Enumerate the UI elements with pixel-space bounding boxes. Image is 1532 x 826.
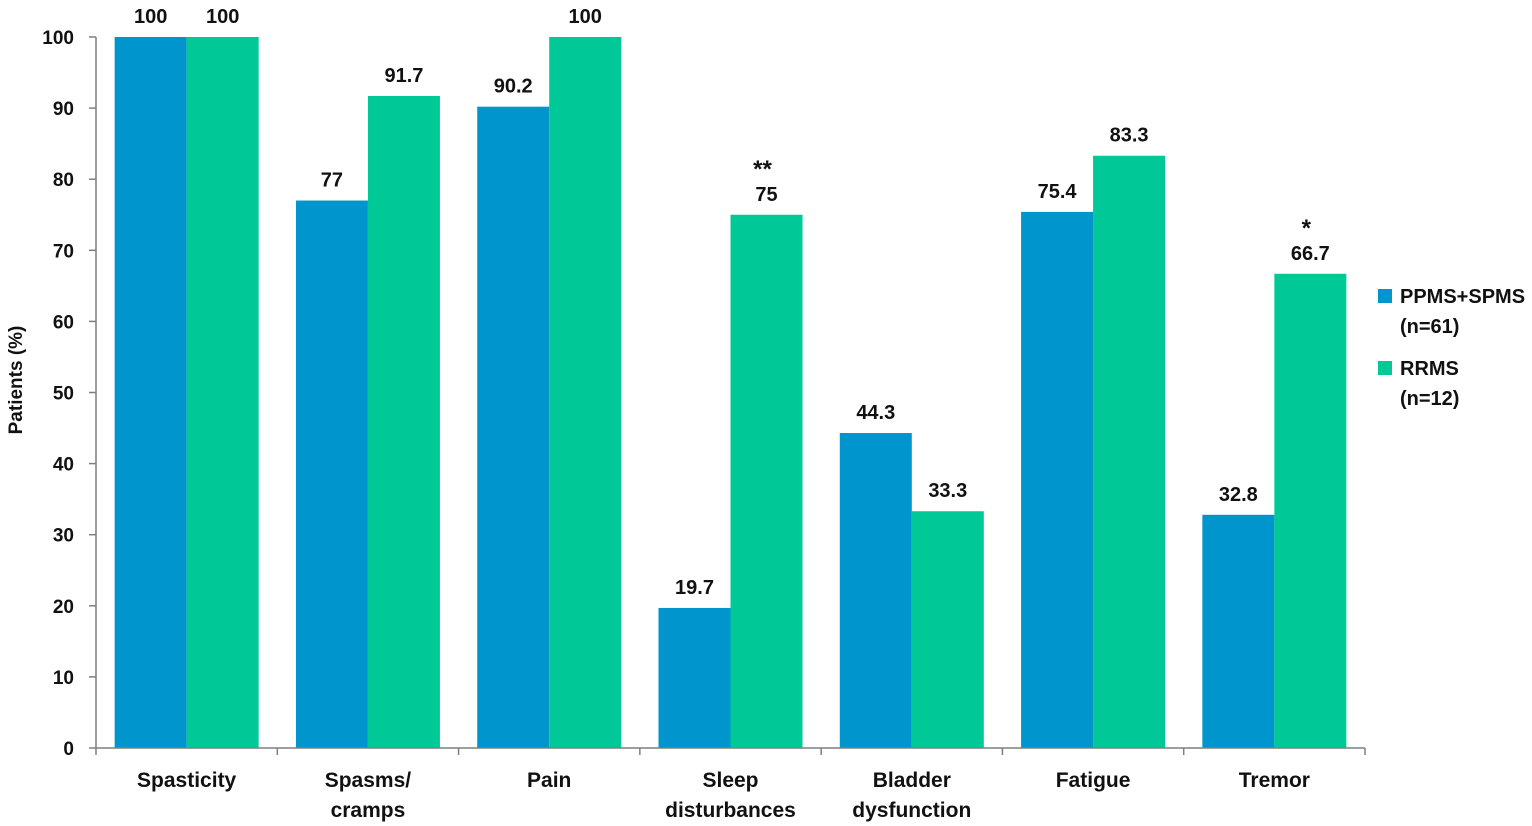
x-tick-label-line: Pain [527,769,571,792]
x-tick-label-line: disturbances [665,799,796,822]
data-label: 66.7 [1291,243,1330,265]
bar-series-0-6 [1202,514,1275,748]
bar-series-1-4 [911,511,984,748]
legend-entry-line: PPMS+SPMS [1400,286,1525,308]
bar-series-0-4 [839,433,912,748]
data-label: 91.7 [384,65,423,87]
data-label: 32.8 [1219,484,1258,506]
x-tick-label: Spasticity [137,769,237,792]
x-tick-label: Tremor [1239,769,1310,792]
x-tick-label-line: Sleep [702,769,758,792]
y-tick-label: 90 [53,99,74,120]
x-tick-label: Spasms/cramps [325,769,412,822]
x-tick-label-line: Spasticity [137,769,237,792]
x-tick-label-line: Spasms/ [325,769,412,792]
data-label: 75 [755,184,777,206]
x-tick-label: Fatigue [1056,769,1131,792]
y-tick-label: 0 [63,739,74,760]
data-label: 33.3 [928,480,967,502]
data-label: 100 [206,6,239,28]
bar-series-0-3 [658,607,731,748]
x-tick-label-line: Tremor [1239,769,1310,792]
y-tick-label: 10 [53,668,74,689]
data-label: 77 [321,170,343,192]
bar-series-1-6 [1274,273,1347,748]
y-tick-label: 60 [53,312,74,333]
y-tick-label: 80 [53,170,74,191]
bar-series-0-1 [295,200,368,748]
x-tick-label-line: dysfunction [852,799,971,822]
y-tick-label: 70 [53,241,74,262]
significance-marker: ** [753,156,772,183]
y-tick-label: 40 [53,455,74,476]
x-tick-label-line: Fatigue [1056,769,1131,792]
bar-series-1-5 [1093,155,1166,748]
bar-series-0-5 [1021,211,1094,748]
legend-entry-line: RRMS [1400,358,1459,380]
y-tick-label: 20 [53,597,74,618]
data-label: 19.7 [675,577,714,599]
y-axis-title: Patients (%) [6,326,27,435]
data-label: 100 [569,6,602,28]
legend-entry-0: PPMS+SPMS (n=61) [1400,286,1525,338]
y-tick-label: 100 [42,28,74,49]
bar-series-0-2 [477,106,550,749]
x-tick-label-line: Bladder [873,769,951,792]
data-label: 100 [134,6,167,28]
y-tick-label: 30 [53,526,74,547]
legend-entry-1: RRMS (n=12) [1400,358,1459,410]
bar-series-1-0 [186,37,259,748]
legend-swatch-1 [1378,361,1392,375]
x-tick-label: Pain [527,769,571,792]
legend-entry-line: (n=61) [1400,316,1459,338]
significance-marker: * [1302,215,1312,242]
y-tick-label: 50 [53,384,74,405]
data-label: 90.2 [494,76,533,98]
x-tick-label-line: cramps [331,799,406,822]
data-label: 83.3 [1110,125,1149,147]
legend: PPMS+SPMS (n=61) RRMS (n=12) [1378,286,1525,410]
x-tick-label: Bladder dysfunction [852,769,971,822]
bar-series-1-3 [730,214,803,748]
legend-swatch-0 [1378,289,1392,303]
data-label: 44.3 [856,402,895,424]
bar-series-1-2 [549,37,622,748]
legend-entry-line: (n=12) [1400,388,1459,410]
bar-series-1-1 [367,96,440,748]
bar-series-0-0 [114,37,187,748]
data-label: 75.4 [1038,181,1078,203]
x-tick-label: Sleep disturbances [665,769,796,822]
